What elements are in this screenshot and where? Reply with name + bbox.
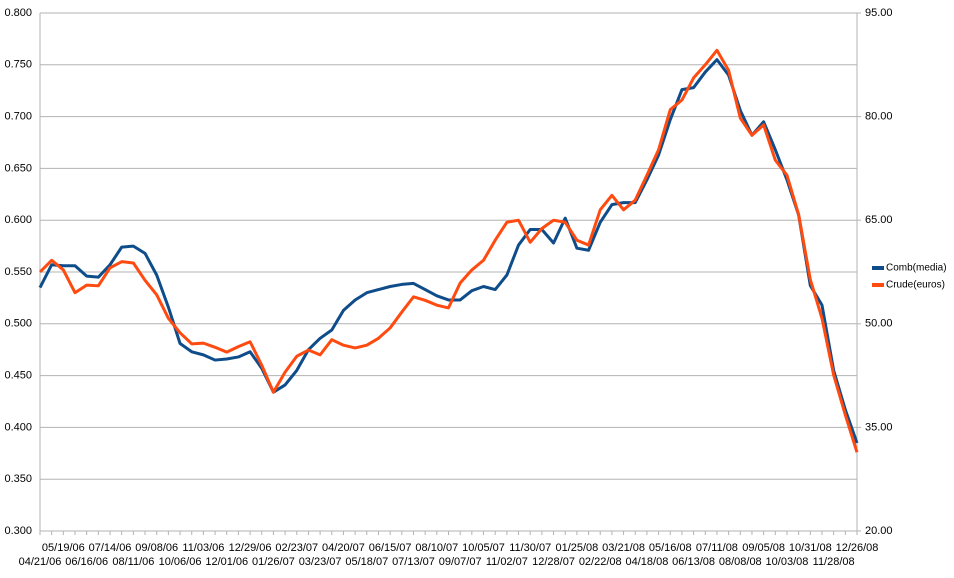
x-tick-label: 08/08/08 [719,556,762,568]
y2-tick-label: 50.00 [865,318,893,330]
x-tick-label: 09/07/07 [439,556,482,568]
x-tick-label: 10/03/08 [766,556,809,568]
x-tick-label: 05/18/07 [345,556,388,568]
x-tick-label: 06/13/08 [672,556,715,568]
x-tick-label: 03/23/07 [299,556,342,568]
y-tick-label: 0.550 [4,266,32,278]
y2-tick-label: 80.00 [865,111,893,123]
x-tick-label: 02/23/07 [275,542,318,554]
x-tick-label: 01/25/08 [555,542,598,554]
x-tick-label: 04/21/06 [19,556,62,568]
y-tick-label: 0.800 [4,7,32,19]
y-tick-label: 0.750 [4,59,32,71]
x-tick-label: 06/15/07 [369,542,412,554]
y-tick-label: 0.350 [4,473,32,485]
y-tick-label: 0.650 [4,162,32,174]
x-tick-label: 12/01/06 [205,556,248,568]
x-tick-label: 04/18/08 [626,556,669,568]
series-line [38,58,859,444]
y2-tick-label: 20.00 [865,525,893,537]
x-tick-label: 07/14/06 [89,542,132,554]
y-tick-label: 0.450 [4,370,32,382]
x-tick-label: 05/19/06 [42,542,85,554]
x-tick-label: 04/20/07 [322,542,365,554]
x-tick-label: 10/05/07 [462,542,505,554]
x-tick-label: 12/29/06 [229,542,272,554]
x-tick-label: 11/28/08 [813,556,855,568]
y-tick-label: 0.700 [4,111,32,123]
y-tick-label: 0.300 [4,525,32,537]
y2-tick-label: 95.00 [865,7,893,19]
x-tick-label: 10/31/08 [789,542,832,554]
x-tick-label: 08/11/06 [112,556,154,568]
legend-swatch [872,283,884,287]
x-tick-label: 01/26/07 [252,556,295,568]
y-tick-label: 0.500 [4,318,32,330]
x-tick-label: 12/28/07 [532,556,575,568]
y-tick-label: 0.600 [4,214,32,226]
x-tick-label: 05/16/08 [649,542,692,554]
legend-label: Comb(media) [886,263,947,274]
x-tick-label: 09/05/08 [742,542,785,554]
y2-tick-label: 35.00 [865,421,893,433]
x-tick-label: 11/03/06 [182,542,224,554]
legend-label: Crude(euros) [886,280,945,291]
y2-tick-label: 65.00 [865,214,893,226]
x-tick-label: 11/02/07 [486,556,528,568]
x-tick-label: 03/21/08 [602,542,645,554]
x-tick-label: 02/22/08 [579,556,622,568]
x-tick-label: 07/13/07 [392,556,435,568]
x-tick-label: 12/26/08 [836,542,879,554]
x-tick-label: 08/10/07 [415,542,458,554]
x-tick-label: 06/16/06 [65,556,108,568]
x-tick-label: 10/06/06 [159,556,202,568]
x-tick-label: 11/30/07 [509,542,551,554]
x-tick-label: 09/08/06 [135,542,178,554]
legend-swatch [872,266,884,270]
series-line [38,48,859,453]
y-tick-label: 0.400 [4,421,32,433]
x-tick-label: 07/11/08 [696,542,738,554]
